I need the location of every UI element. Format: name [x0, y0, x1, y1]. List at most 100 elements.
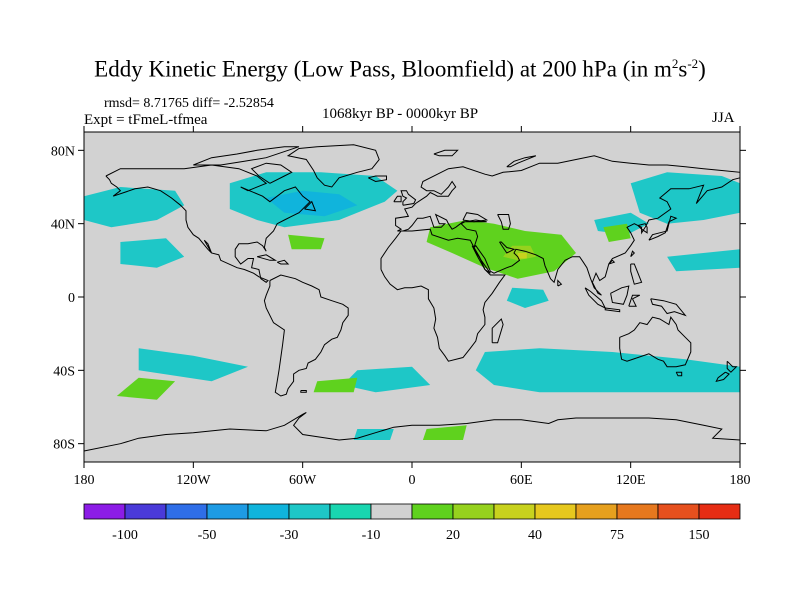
- region-eurasia-positive: [426, 220, 576, 279]
- lon-tick-label: 120W: [176, 473, 211, 488]
- coastline-madagascar: [491, 318, 504, 344]
- lon-tick-label: 180: [730, 473, 751, 488]
- experiment-label: Expt = tFmeL-tfmea: [84, 112, 208, 128]
- colorbar-swatch: [206, 503, 249, 520]
- coastline-korea-bay: [637, 223, 648, 234]
- region-south-indian-negative: [475, 348, 740, 393]
- coastline-java: [604, 307, 621, 313]
- lon-tick-label: 60E: [510, 473, 533, 488]
- region-south-atlantic-positive: [313, 377, 358, 393]
- region-antarctic-negative: [353, 429, 394, 440]
- coastline-black-sea: [462, 212, 489, 223]
- colorbar-swatch: [616, 503, 659, 520]
- coastline-hainan: [608, 259, 616, 265]
- colorbar-swatch: [165, 503, 208, 520]
- colorbar-swatch: [288, 503, 331, 520]
- colorbar-label: 20: [446, 528, 460, 543]
- coastline-taiwan: [630, 250, 636, 258]
- coastline-philippines: [630, 263, 643, 285]
- lon-tick-label: 180: [74, 473, 95, 488]
- coastline-great-britain: [400, 190, 417, 206]
- coastline-new-zealand-s: [715, 371, 730, 383]
- anomaly-regions: [84, 172, 740, 440]
- colorbar-label: -30: [280, 528, 299, 543]
- colorbar-swatch: [411, 503, 454, 520]
- coastline-sri-lanka: [557, 279, 563, 287]
- colorbar-swatch: [452, 503, 495, 520]
- colorbar-swatch: [657, 503, 700, 520]
- lat-tick-label: 40S: [53, 364, 75, 379]
- coastline-arabian-gulf: [499, 241, 516, 254]
- coastline-caspian: [497, 214, 511, 230]
- colorbar-swatch: [247, 503, 290, 520]
- map-background: [84, 132, 740, 462]
- colorbar-label: 150: [689, 528, 710, 543]
- coastline-antarctica: [83, 412, 741, 452]
- colorbar-label: -100: [112, 528, 138, 543]
- coastline-canada-arctic: [193, 146, 300, 166]
- coastline-red-sea: [471, 245, 491, 274]
- region-china-positive: [603, 223, 631, 242]
- coastline-novaya-zemlya: [506, 155, 537, 168]
- region-south-indian-positive: [422, 425, 467, 440]
- coastline-sulawesi: [628, 294, 641, 307]
- season-label: JJA: [712, 110, 735, 126]
- region-east-asia-negative: [630, 172, 740, 224]
- lon-tick-label: 60W: [289, 473, 317, 488]
- figure-title: Eddy Kinetic Energy (Low Pass, Bloomfiel…: [94, 56, 706, 82]
- colorbar-swatch: [575, 503, 618, 520]
- region-arabia-peak: [517, 253, 527, 259]
- colorbar-swatch: [370, 503, 413, 520]
- coastline-borneo: [610, 285, 630, 305]
- lon-tick-label: 0: [409, 473, 416, 488]
- colorbar-swatch: [329, 503, 372, 520]
- coastline-falklands: [300, 390, 307, 393]
- colorbar-label: 40: [528, 528, 542, 543]
- colorbar: -100 -50 -30 -10 20 40 75 150: [83, 503, 741, 543]
- region-east-pacific-negative: [120, 238, 185, 268]
- lat-tick-label: 80S: [53, 438, 75, 453]
- region-north-pacific-negative: [84, 187, 185, 228]
- lon-tick-label: 120E: [616, 473, 646, 488]
- region-pacific-strip: [667, 249, 740, 272]
- coastline-tasmania: [675, 371, 683, 377]
- latitude-axis: 80N 40N 0 40S 80S: [51, 144, 746, 453]
- colorbar-swatch: [493, 503, 536, 520]
- lat-tick-label: 0: [68, 291, 75, 306]
- longitude-axis: 180 120W 60W 0 60E 120E 180: [74, 126, 751, 488]
- rmsd-stats: rmsd= 8.71765 diff= -2.52854: [104, 96, 274, 111]
- colorbar-swatch: [83, 503, 126, 520]
- region-south-pacific-negative: [138, 348, 248, 382]
- period-label: 1068kyr BP - 0000kyr BP: [322, 106, 479, 122]
- coastline-north-america: [105, 164, 311, 283]
- coastline-africa: [380, 228, 506, 362]
- colorbar-label: 75: [610, 528, 624, 543]
- coastline-eurasia: [395, 155, 741, 296]
- coastline-iceland: [368, 175, 387, 183]
- coastline-australia: [619, 316, 692, 368]
- colorbar-swatch: [534, 503, 577, 520]
- coastlines: [83, 144, 741, 452]
- coastline-baffin: [250, 162, 293, 184]
- region-south-pacific-positive: [116, 377, 176, 400]
- coastline-ireland: [393, 195, 402, 203]
- colorbar-swatch: [698, 503, 741, 520]
- coastline-hispaniola: [276, 259, 290, 265]
- colorbar-swatch: [124, 503, 167, 520]
- colorbar-label: -50: [198, 528, 217, 543]
- coastline-cuba: [256, 254, 278, 261]
- coastline-japan: [648, 215, 678, 241]
- region-north-atlantic-core: [266, 190, 358, 217]
- lat-tick-label: 80N: [51, 144, 75, 159]
- region-indian-equatorial-negative: [506, 287, 549, 308]
- coastline-greenland: [286, 144, 380, 188]
- region-atlantic-subtropic-positive: [288, 234, 325, 250]
- coastline-south-america: [263, 274, 349, 397]
- colorbar-label: -10: [362, 528, 381, 543]
- coastline-new-guinea: [650, 298, 687, 317]
- coastline-new-zealand-n: [726, 360, 738, 373]
- region-south-atlantic-negative: [342, 366, 431, 393]
- coastline-svalbard: [433, 149, 459, 157]
- lat-tick-label: 40N: [51, 218, 75, 233]
